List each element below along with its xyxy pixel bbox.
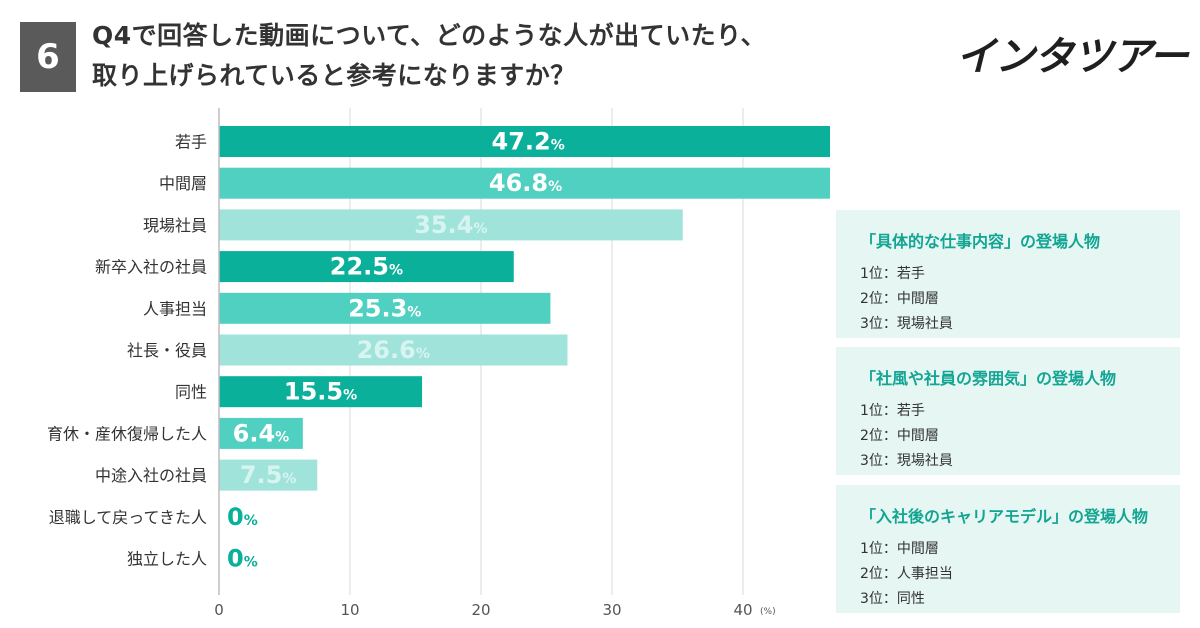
category-label: 育休・産休復帰した人 — [47, 424, 207, 443]
panel-rank-2: 2位：中間層 — [860, 291, 939, 307]
question-title-line-1: Q4で回答した動画について、どのような人が出ていたり、 — [92, 21, 767, 50]
x-tick-label: 10 — [340, 601, 359, 619]
category-label: 人事担当 — [143, 299, 207, 318]
value-label: 0% — [227, 503, 258, 531]
category-label: 同性 — [175, 383, 207, 402]
brand-logo: インタツアー — [956, 34, 1189, 80]
category-label: 中途入社の社員 — [95, 466, 207, 485]
panel-title: 「具体的な仕事内容」の登場人物 — [860, 232, 1101, 251]
panel-title: 「入社後のキャリアモデル」の登場人物 — [860, 507, 1149, 526]
x-axis-unit: (%) — [760, 607, 776, 617]
panel-culture: 「社風や社員の雰囲気」の登場人物 1位：若手 2位：中間層 3位：現場社員 — [836, 347, 1180, 475]
panel-rank-1: 1位：若手 — [860, 403, 925, 419]
value-label: 6.4% — [233, 419, 290, 447]
category-label: 若手 — [175, 133, 207, 152]
bar — [219, 459, 318, 491]
bar-chart: 若手 47.2% 中間層 46.8% 現場社員 35.4% 新卒入社の社員 22.5% 人事担当… — [47, 108, 830, 619]
value-label: 7.5% — [240, 461, 297, 489]
value-label: 25.3% — [348, 294, 421, 322]
value-label: 15.5% — [284, 378, 357, 406]
category-label: 社長・役員 — [127, 341, 207, 360]
bar — [219, 126, 830, 157]
bar — [219, 292, 551, 324]
panel-rank-3: 3位：現場社員 — [860, 316, 953, 332]
category-label: 新卒入社の社員 — [95, 258, 207, 277]
value-label: 0% — [227, 545, 258, 573]
x-tick-label: 40 — [733, 601, 752, 619]
value-label: 35.4% — [414, 211, 487, 239]
value-label: 46.8% — [489, 169, 562, 197]
panel-rank-3: 3位：同性 — [860, 591, 925, 607]
bar — [219, 334, 568, 366]
bar — [219, 209, 683, 241]
panel-rank-2: 2位：人事担当 — [860, 566, 953, 582]
x-tick-label: 0 — [214, 601, 224, 619]
bar — [219, 251, 514, 283]
x-tick-label: 30 — [602, 601, 621, 619]
value-label: 47.2% — [492, 128, 565, 156]
question-title: Q4で回答した動画について、どのような人が出ていたり、 取り上げられていると参考… — [92, 16, 912, 96]
category-label: 中間層 — [159, 174, 207, 193]
panel-title: 「社風や社員の雰囲気」の登場人物 — [860, 369, 1117, 388]
panel-rank-1: 1位：中間層 — [860, 541, 939, 557]
bar — [219, 417, 303, 449]
panel-rank-1: 1位：若手 — [860, 266, 925, 282]
x-tick-label: 20 — [471, 601, 490, 619]
value-label: 26.6% — [357, 336, 430, 364]
bar — [219, 376, 423, 408]
question-title-line-2: 取り上げられていると参考になりますか？ — [92, 61, 576, 90]
question-number-badge: 6 — [20, 22, 76, 92]
category-label: 現場社員 — [143, 216, 207, 235]
panel-job-content: 「具体的な仕事内容」の登場人物 1位：若手 2位：中間層 3位：現場社員 — [836, 210, 1180, 338]
category-label: 退職して戻ってきた人 — [49, 508, 207, 527]
panel-career-model: 「入社後のキャリアモデル」の登場人物 1位：中間層 2位：人事担当 3位：同性 — [836, 485, 1180, 613]
panel-rank-3: 3位：現場社員 — [860, 453, 953, 469]
panel-rank-2: 2位：中間層 — [860, 428, 939, 444]
bar — [219, 167, 830, 199]
category-label: 独立した人 — [127, 550, 207, 569]
value-label: 22.5% — [330, 253, 403, 281]
